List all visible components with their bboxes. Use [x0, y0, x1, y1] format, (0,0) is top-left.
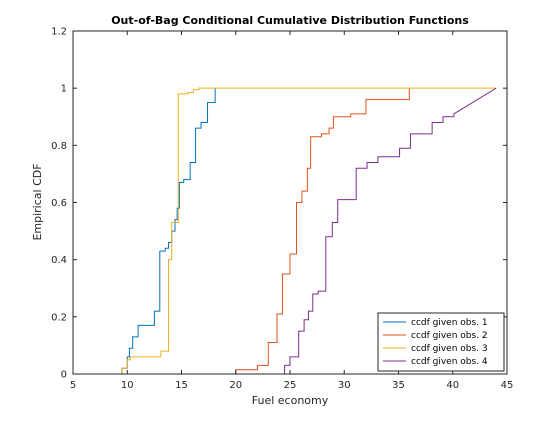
- x-axis-label: Fuel economy: [252, 394, 329, 407]
- y-tick-label: 0.2: [51, 312, 67, 323]
- axes-layer: 5 10 15 20 25 30 35 40 45 0 0.2 0.4 0.6 0.8 1 1.2: [51, 27, 513, 392]
- legend-label-obs-1: ccdf given obs. 1: [411, 318, 488, 328]
- y-tick-label: 0.8: [51, 141, 67, 152]
- x-tick-label: 5: [70, 380, 76, 391]
- series-layer: [116, 87, 497, 375]
- y-tick-label: 1: [61, 84, 67, 95]
- series-line-obs-3: [116, 87, 497, 375]
- series-line-obs-4: [279, 87, 497, 375]
- x-tick-label: 30: [338, 380, 351, 391]
- legend-label-obs-2: ccdf given obs. 2: [411, 331, 488, 341]
- x-tick-label: 25: [284, 380, 297, 391]
- legend-label-obs-4: ccdf given obs. 4: [411, 357, 488, 367]
- y-axis-label: Empirical CDF: [31, 163, 44, 240]
- y-tick-label: 0: [61, 370, 67, 381]
- legend: ccdf given obs. 1 ccdf given obs. 2 ccdf g…: [377, 312, 505, 372]
- x-tick-label: 15: [175, 380, 188, 391]
- x-tick-label: 40: [446, 380, 459, 391]
- chart-title: Out-of-Bag Conditional Cumulative Distri…: [111, 14, 469, 27]
- y-tick-label: 0.6: [51, 198, 67, 209]
- x-tick-label: 35: [392, 380, 405, 391]
- x-tick-label: 20: [229, 380, 242, 391]
- y-tick-label: 1.2: [51, 27, 67, 38]
- x-tick-label: 45: [501, 380, 514, 391]
- y-tick-label: 0.4: [51, 255, 67, 266]
- legend-label-obs-3: ccdf given obs. 3: [411, 344, 488, 354]
- series-line-obs-2: [214, 88, 410, 375]
- x-tick-label: 10: [121, 380, 134, 391]
